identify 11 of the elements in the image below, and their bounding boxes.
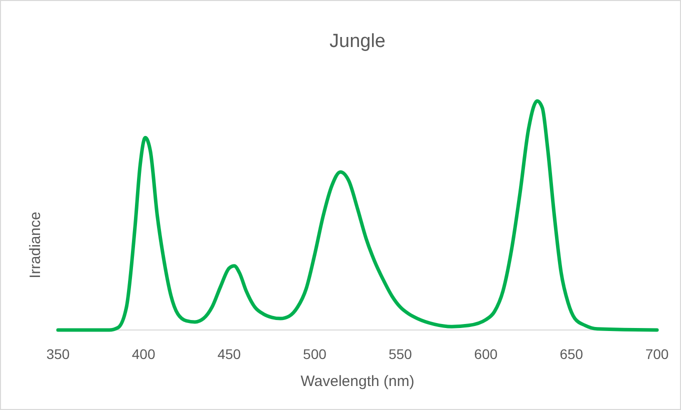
- x-tick-label: 350: [46, 346, 70, 362]
- x-tick-label: 400: [132, 346, 156, 362]
- x-axis-title: Wavelength (nm): [300, 373, 414, 390]
- x-tick-label: 600: [474, 346, 498, 362]
- y-axis-title: Irradiance: [27, 212, 44, 278]
- x-tick-label: 500: [303, 346, 327, 362]
- x-tick-label: 650: [560, 346, 584, 362]
- chart-title: Jungle: [330, 31, 386, 52]
- x-tick-label: 700: [645, 346, 669, 362]
- x-tick-label: 450: [217, 346, 242, 362]
- x-tick-label: 550: [388, 346, 412, 362]
